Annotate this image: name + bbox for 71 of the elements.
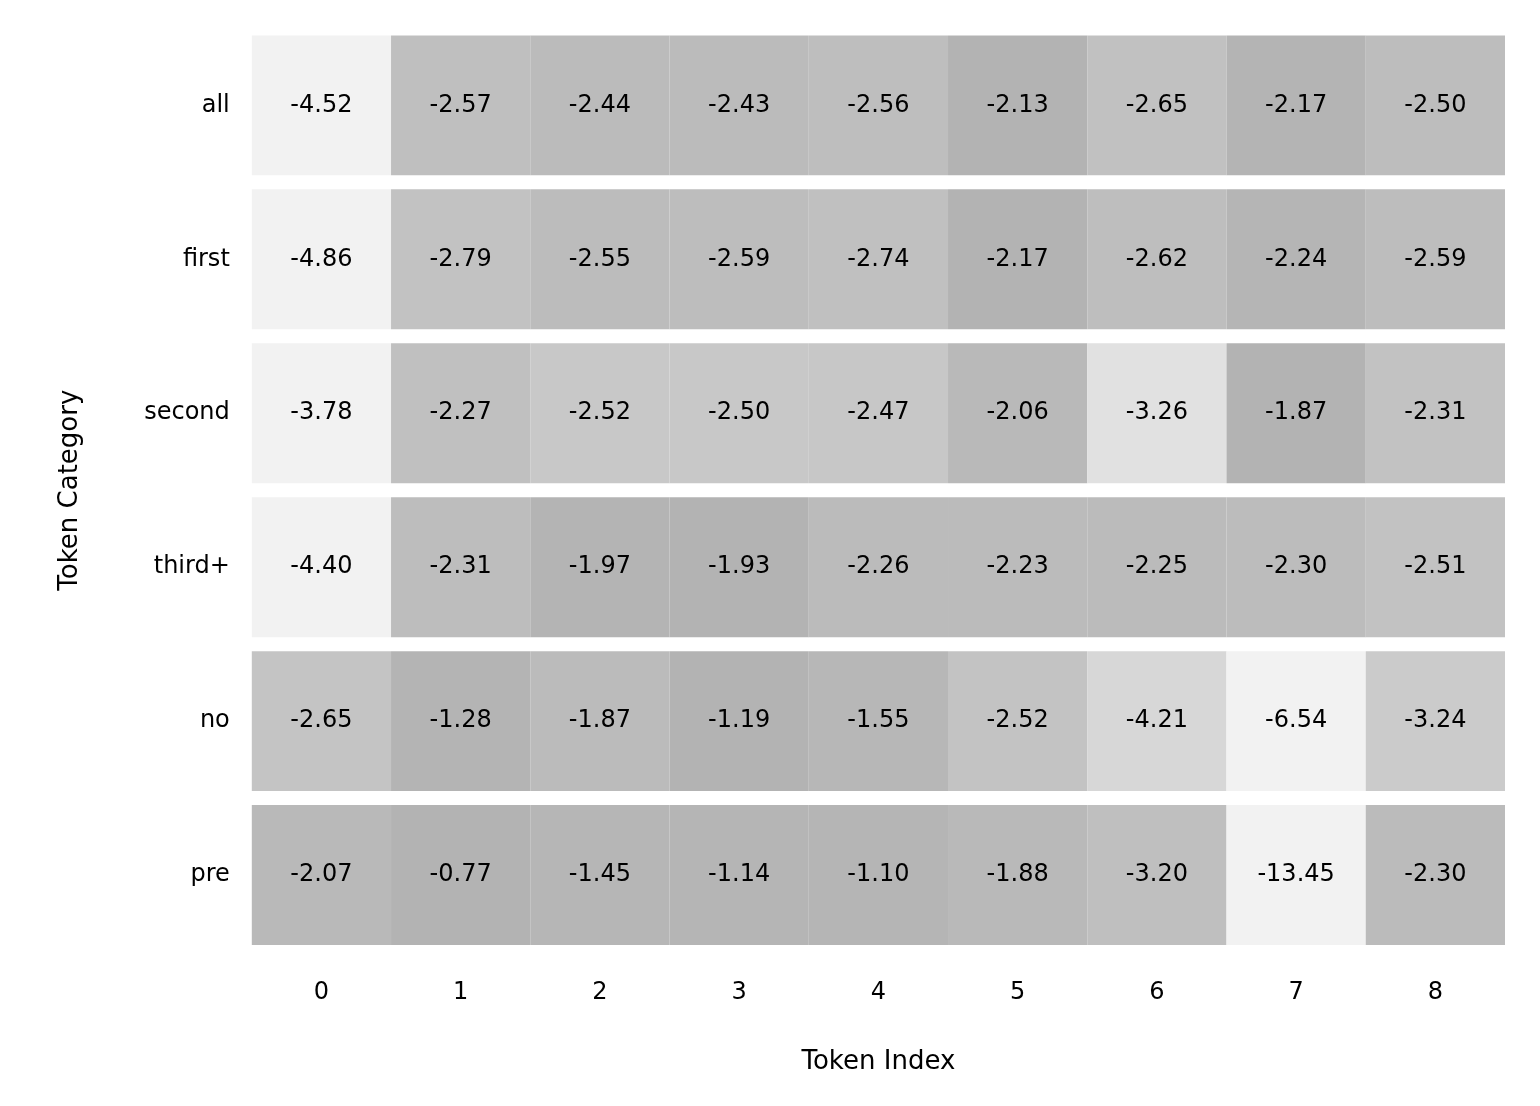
data-label: -2.06 — [986, 397, 1049, 426]
data-label: -4.52 — [290, 89, 353, 118]
data-label: -1.88 — [986, 859, 1049, 888]
data-label: -2.17 — [986, 243, 1049, 272]
data-label: -2.17 — [1265, 89, 1328, 118]
data-label: -1.97 — [568, 551, 631, 580]
data-label: -2.44 — [568, 89, 631, 118]
data-label: -2.79 — [429, 243, 492, 272]
x-tick-label: 5 — [1010, 976, 1026, 1005]
data-label: -1.87 — [1265, 397, 1328, 426]
data-label: -2.30 — [1404, 859, 1467, 888]
data-label: -2.65 — [290, 705, 353, 734]
x-tick-label: 4 — [870, 976, 887, 1005]
data-label: -2.56 — [847, 89, 910, 118]
data-label: -2.43 — [708, 89, 771, 118]
y-tick-label: all — [201, 89, 230, 118]
data-label: -1.45 — [568, 859, 631, 888]
data-label: -2.47 — [847, 397, 910, 426]
y-axis-title: Token Category — [53, 389, 84, 592]
data-label: -3.24 — [1404, 705, 1467, 734]
y-tick-label: pre — [190, 859, 230, 888]
data-label: -4.86 — [290, 243, 353, 272]
data-label: -2.24 — [1265, 243, 1328, 272]
y-tick-label: no — [199, 705, 230, 734]
data-label: -1.93 — [708, 551, 771, 580]
data-label: -4.40 — [290, 551, 353, 580]
data-label: -2.52 — [568, 397, 631, 426]
x-axis-title: Token Index — [800, 1045, 956, 1076]
data-label: -1.28 — [429, 705, 492, 734]
data-label: -2.57 — [429, 89, 492, 118]
data-label: -2.31 — [1404, 397, 1467, 426]
x-tick-label: 6 — [1149, 976, 1165, 1005]
y-tick-label: first — [182, 243, 230, 272]
data-label: -2.50 — [1404, 89, 1467, 118]
data-label: -1.55 — [847, 705, 910, 734]
x-tick-label: 1 — [453, 976, 469, 1005]
data-label: -4.21 — [1125, 705, 1188, 734]
data-label: -2.52 — [986, 705, 1049, 734]
data-label: -2.07 — [290, 859, 353, 888]
y-tick-label: second — [144, 397, 230, 426]
data-label: -2.23 — [986, 551, 1049, 580]
data-label: -1.19 — [708, 705, 771, 734]
data-label: -2.13 — [986, 89, 1049, 118]
data-label: -2.65 — [1125, 89, 1188, 118]
data-label: -3.78 — [290, 397, 353, 426]
y-tick-label: third+ — [153, 551, 230, 580]
data-label: -13.45 — [1257, 859, 1335, 888]
data-label: -1.87 — [568, 705, 631, 734]
data-label: -6.54 — [1265, 705, 1328, 734]
data-label: -3.20 — [1125, 859, 1188, 888]
data-label: -2.25 — [1125, 551, 1188, 580]
x-tick-label: 2 — [592, 976, 608, 1005]
data-label: -3.26 — [1125, 397, 1188, 426]
data-label: -2.62 — [1125, 243, 1188, 272]
data-label: -2.51 — [1404, 551, 1467, 580]
x-tick-label: 7 — [1288, 976, 1304, 1005]
data-label: -2.59 — [708, 243, 771, 272]
data-label: -2.30 — [1265, 551, 1328, 580]
data-label: -2.50 — [708, 397, 771, 426]
x-tick-label: 0 — [313, 976, 330, 1005]
x-tick-label: 8 — [1427, 976, 1444, 1005]
x-tick-label: 3 — [731, 976, 747, 1005]
data-label: -1.14 — [708, 859, 771, 888]
data-label: -1.10 — [847, 859, 910, 888]
data-label: -2.74 — [847, 243, 910, 272]
data-label: -0.77 — [429, 859, 492, 888]
data-label: -2.55 — [568, 243, 631, 272]
data-label: -2.31 — [429, 551, 492, 580]
data-label: -2.59 — [1404, 243, 1467, 272]
data-label: -2.26 — [847, 551, 910, 580]
data-label: -2.27 — [429, 397, 492, 426]
